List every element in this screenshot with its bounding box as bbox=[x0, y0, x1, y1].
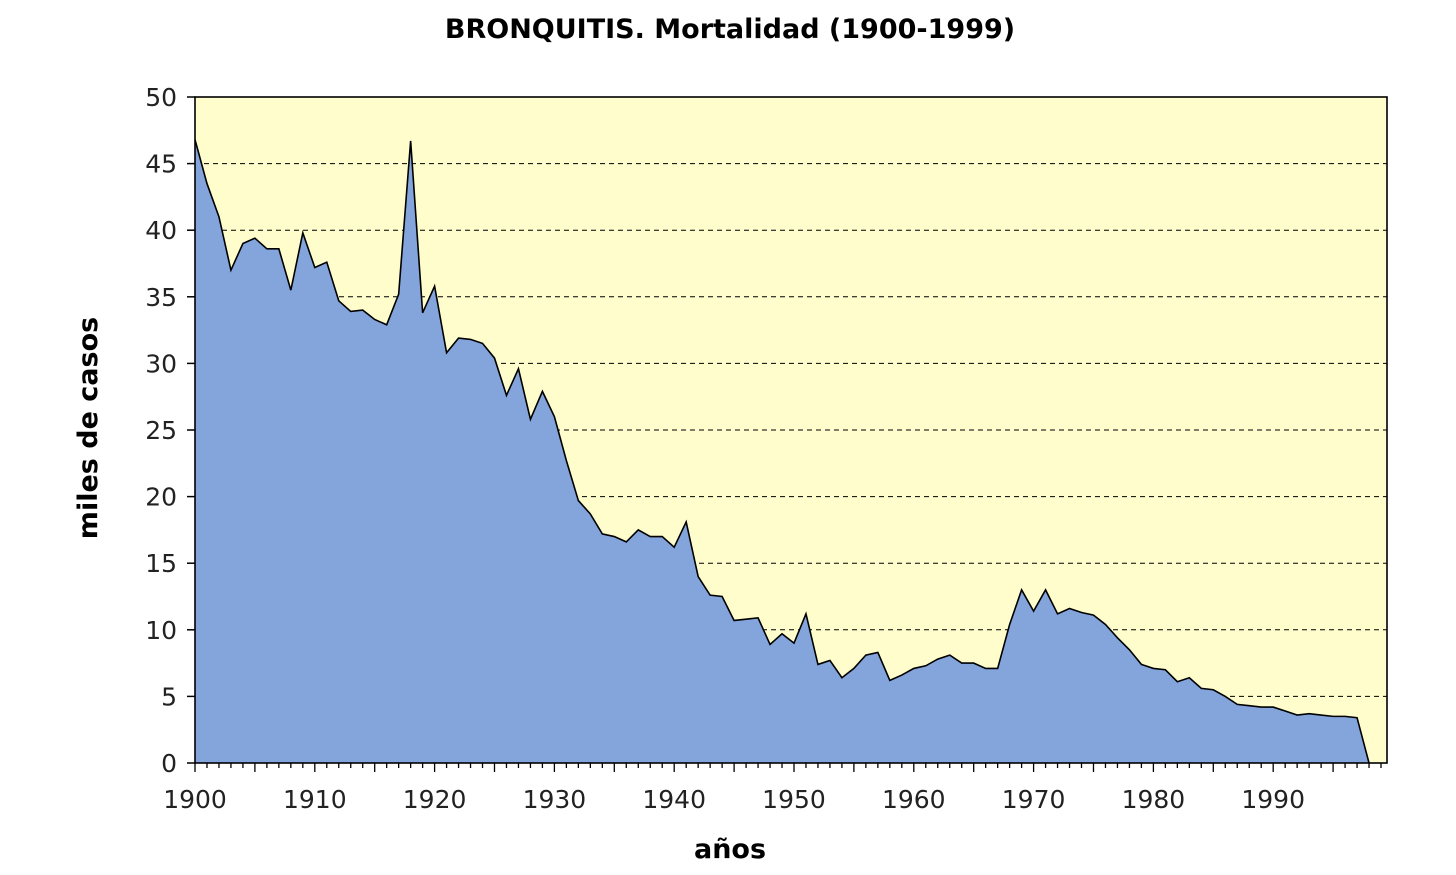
mortality-line bbox=[194, 139, 1370, 764]
y-axis-label: miles de casos bbox=[73, 317, 104, 539]
y-tick-label: 10 bbox=[145, 616, 177, 645]
y-tick-label: 15 bbox=[145, 549, 177, 578]
y-tick-label: 45 bbox=[145, 150, 177, 179]
x-tick-label: 1930 bbox=[523, 785, 587, 814]
chart-title: BRONQUITIS. Mortalidad (1900-1999) bbox=[445, 14, 1015, 45]
x-axis: 1900 1910 1920 1930 1940 1950 1960 1970 1980 1990 bbox=[163, 763, 1382, 814]
y-tick-label: 20 bbox=[145, 483, 177, 512]
x-tick-label: 1960 bbox=[882, 785, 946, 814]
x-tick-label: 1950 bbox=[762, 785, 826, 814]
x-tick-label: 1970 bbox=[1002, 785, 1066, 814]
y-tick-label: 5 bbox=[161, 682, 177, 711]
y-tick-label: 25 bbox=[145, 416, 177, 445]
x-tick-label: 1990 bbox=[1241, 785, 1305, 814]
y-tick-label: 50 bbox=[145, 83, 177, 112]
x-tick-label: 1920 bbox=[403, 785, 467, 814]
y-tick-label: 0 bbox=[161, 749, 177, 778]
mortality-area bbox=[195, 139, 1370, 763]
x-axis-label: años bbox=[694, 834, 766, 865]
x-tick-label: 1940 bbox=[642, 785, 706, 814]
x-tick-label: 1900 bbox=[163, 785, 227, 814]
y-tick-label: 30 bbox=[145, 349, 177, 378]
x-tick-label: 1980 bbox=[1122, 785, 1186, 814]
y-tick-label: 35 bbox=[145, 283, 177, 312]
x-tick-label: 1910 bbox=[283, 785, 347, 814]
y-axis: 0 5 10 15 20 25 30 35 40 45 50 bbox=[145, 83, 195, 778]
y-tick-label: 40 bbox=[145, 216, 177, 245]
